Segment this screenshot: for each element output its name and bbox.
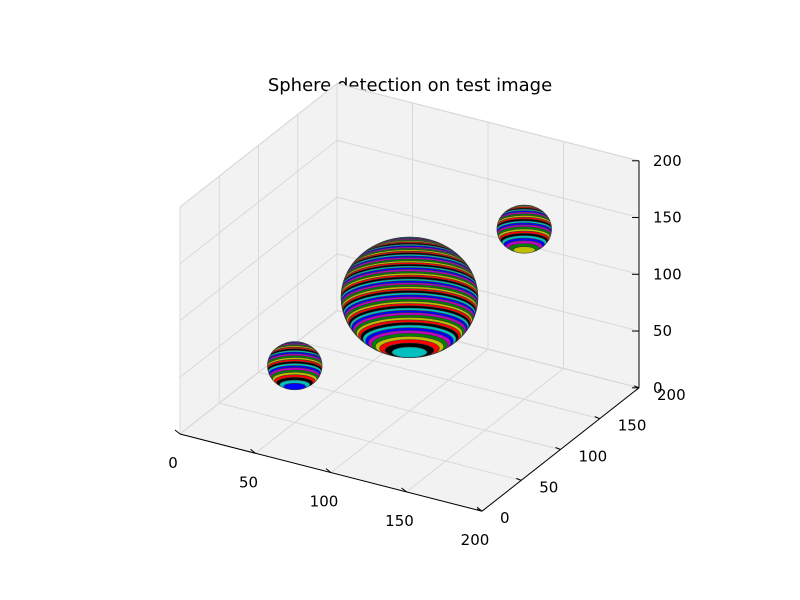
- tick-mark: [476, 506, 483, 512]
- z-tick-label: 50: [653, 322, 672, 340]
- y-tick-label: 150: [618, 417, 647, 435]
- y-ticks: 0 50 100 150 200: [500, 386, 686, 527]
- grid-line: [336, 139, 640, 219]
- grid-line: [179, 310, 338, 435]
- tick-mark: [250, 448, 256, 454]
- z-ticks: 0 50 100 150 200: [653, 152, 682, 397]
- y-tick-label: 100: [579, 448, 608, 466]
- x-tick-label: 0: [168, 454, 178, 472]
- z-tick-label: 100: [653, 265, 682, 283]
- z-tick-label: 200: [653, 152, 682, 170]
- grid-line: [219, 402, 522, 481]
- tick-mark: [401, 487, 407, 493]
- grid-line: [179, 253, 338, 378]
- y-tick-label: 50: [539, 478, 558, 496]
- tick-mark: [633, 385, 640, 389]
- axis-lines: [174, 160, 640, 512]
- chart-title: Sphere detection on test image: [268, 75, 552, 96]
- x-tick-label: 200: [461, 531, 490, 549]
- y-tick-label: 0: [500, 509, 510, 527]
- sphere: [267, 341, 323, 391]
- tick-mark: [325, 468, 332, 473]
- grid-line: [336, 83, 640, 162]
- x-ticks: 0 50 100 150 200: [168, 454, 489, 549]
- sphere: [340, 236, 479, 359]
- sphere: [496, 204, 552, 254]
- tick-mark: [174, 429, 181, 435]
- sphere-band: [283, 382, 307, 391]
- x-tick-label: 100: [310, 493, 339, 511]
- grid-line: [179, 196, 338, 321]
- grid-line: [297, 340, 600, 420]
- x-tick-label: 150: [385, 512, 414, 530]
- x-tick-label: 50: [239, 473, 258, 491]
- grid-line: [179, 139, 338, 265]
- tick-mark: [555, 447, 561, 450]
- y-tick-label: 200: [657, 386, 686, 404]
- tick-mark: [516, 477, 522, 481]
- sphere-band: [512, 246, 536, 254]
- z-tick-label: 0: [653, 379, 663, 397]
- z-tick-label: 150: [653, 209, 682, 227]
- sphere-band: [391, 346, 428, 358]
- grid-line: [336, 196, 640, 275]
- grid-line: [179, 83, 338, 208]
- spheres-layer: [267, 204, 552, 391]
- tick-mark: [594, 416, 600, 420]
